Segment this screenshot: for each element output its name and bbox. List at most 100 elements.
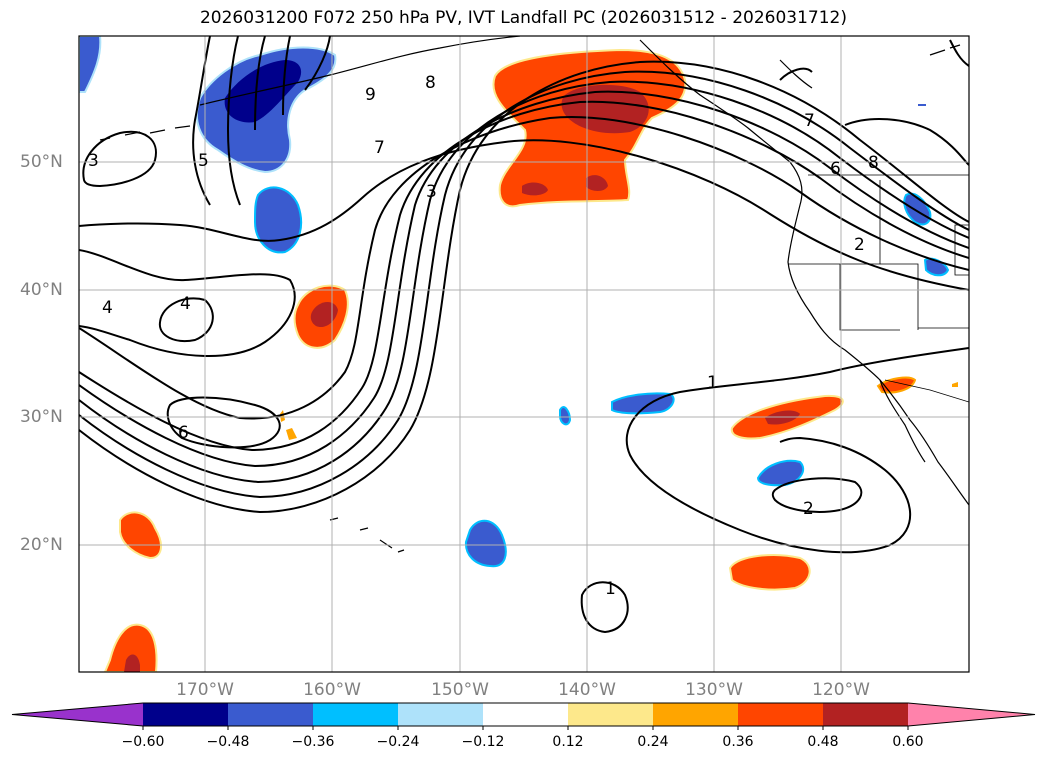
colorbar-swatch (568, 703, 653, 726)
positive-anomaly-blob (952, 382, 958, 387)
positive-anomaly-blob (103, 623, 158, 672)
negative-anomaly-blob (464, 519, 507, 568)
pv-contour (254, 36, 266, 131)
lat-label: 20°N (20, 535, 63, 555)
contour-label: 7 (374, 138, 385, 158)
negative-anomaly-core (224, 60, 302, 123)
lat-label: 30°N (20, 407, 63, 427)
lon-label: 140°W (558, 680, 616, 700)
lon-label: 120°W (812, 680, 870, 700)
pv-contour (158, 297, 214, 342)
pv-contours (79, 36, 969, 634)
contour-label: 4 (102, 298, 113, 318)
positive-anomaly-core (124, 654, 140, 672)
north-america-coast (639, 39, 969, 506)
hawaii-islands (329, 517, 405, 553)
contour-label: 3 (88, 151, 99, 171)
contour-label: 6 (178, 423, 189, 443)
state-border (954, 224, 969, 276)
colorbar-tick-label: 0.48 (807, 734, 839, 750)
contour-label: 5 (198, 151, 209, 171)
contour-label: 4 (180, 294, 191, 314)
aleutian-islands (99, 125, 191, 141)
positive-anomaly-core (586, 175, 608, 191)
coastlines (99, 36, 969, 553)
graticule (79, 36, 969, 672)
pv-contour (166, 396, 281, 449)
colorbar-tick-label: −0.48 (206, 734, 250, 750)
lon-label: 160°W (303, 680, 361, 700)
colorbar-tick-label: −0.24 (376, 734, 420, 750)
sea-of-okhotsk-coast (929, 44, 961, 56)
state-border (880, 263, 919, 330)
colorbar-extend-min (12, 703, 143, 726)
contour-label: 2 (803, 499, 814, 519)
pv-contour (580, 581, 629, 634)
lat-label: 40°N (20, 280, 63, 300)
colorbar-swatch (738, 703, 823, 726)
pv-contour (79, 80, 969, 484)
pv-contour (625, 347, 969, 554)
positive-anomaly-blob (286, 428, 297, 440)
lon-label: 170°W (176, 680, 234, 700)
negative-anomaly-blob (253, 186, 303, 254)
positive-anomaly-core (522, 182, 548, 196)
colorbar-tick-label: 0.60 (892, 734, 924, 750)
colorbar-extend-max (908, 703, 1035, 726)
colorbar-tick-label: 0.36 (722, 734, 754, 750)
pv-contour (282, 36, 291, 116)
colorbar-tick-label: −0.12 (461, 734, 505, 750)
lon-label: 130°W (685, 680, 743, 700)
contour-label: 1 (605, 579, 616, 599)
baja-coast (879, 379, 926, 463)
pv-contour (79, 90, 969, 468)
colorbar-tick-label: −0.60 (121, 734, 165, 750)
pv-contour (79, 249, 296, 358)
colorbar-swatch (313, 703, 398, 726)
pv-contour (79, 116, 969, 420)
pv-contour (79, 139, 969, 291)
positive-anomaly-core (765, 410, 800, 425)
us-mexico-border (884, 379, 969, 403)
lat-label: 50°N (20, 152, 63, 172)
contour-label: 8 (425, 73, 436, 93)
pv-contour (82, 130, 157, 188)
positive-anomaly-blob (280, 410, 285, 422)
state-border (839, 264, 900, 331)
colorbar-swatch (483, 703, 568, 726)
map-frame (78, 35, 970, 673)
positive-anomaly-core (561, 84, 649, 134)
pv-contour (844, 117, 969, 166)
colorbar-swatch (398, 703, 483, 726)
negative-anomaly-blob (918, 104, 926, 106)
contour-label: 3 (426, 182, 437, 202)
contour-labels: 3 5 9 8 7 3 4 4 6 1 2 1 7 6 8 2 (88, 73, 879, 599)
pv-contour (771, 477, 863, 513)
contour-label: 2 (854, 235, 865, 255)
negative-anomaly-blob (903, 192, 932, 226)
positive-anomaly-core (310, 301, 338, 328)
colorbar-swatch (143, 703, 228, 726)
colorbar-tick-label: 0.12 (552, 734, 584, 750)
negative-anomaly-blob (756, 459, 805, 487)
colorbar (11, 702, 1036, 730)
colorbar-tick-label: −0.36 (291, 734, 335, 750)
colorbar-tick-label: 0.24 (637, 734, 669, 750)
lon-label: 150°W (431, 680, 489, 700)
contour-label: 8 (868, 153, 879, 173)
negative-anomaly-blob (79, 36, 102, 93)
political-borders (788, 174, 969, 403)
contour-label: 9 (365, 85, 376, 105)
positive-anomaly-blob (119, 511, 162, 560)
hudson-coast (779, 59, 813, 89)
colorbar-swatch (653, 703, 738, 726)
chart-title: 2026031200 F072 250 hPa PV, IVT Landfall… (199, 8, 847, 28)
colorbar-swatch (823, 703, 908, 726)
contour-label: 7 (804, 111, 815, 131)
contour-label: 1 (707, 373, 718, 393)
pv-contour (79, 100, 969, 452)
pv-contour (226, 36, 241, 206)
pv-contour (304, 36, 331, 91)
pv-contour (949, 39, 969, 67)
